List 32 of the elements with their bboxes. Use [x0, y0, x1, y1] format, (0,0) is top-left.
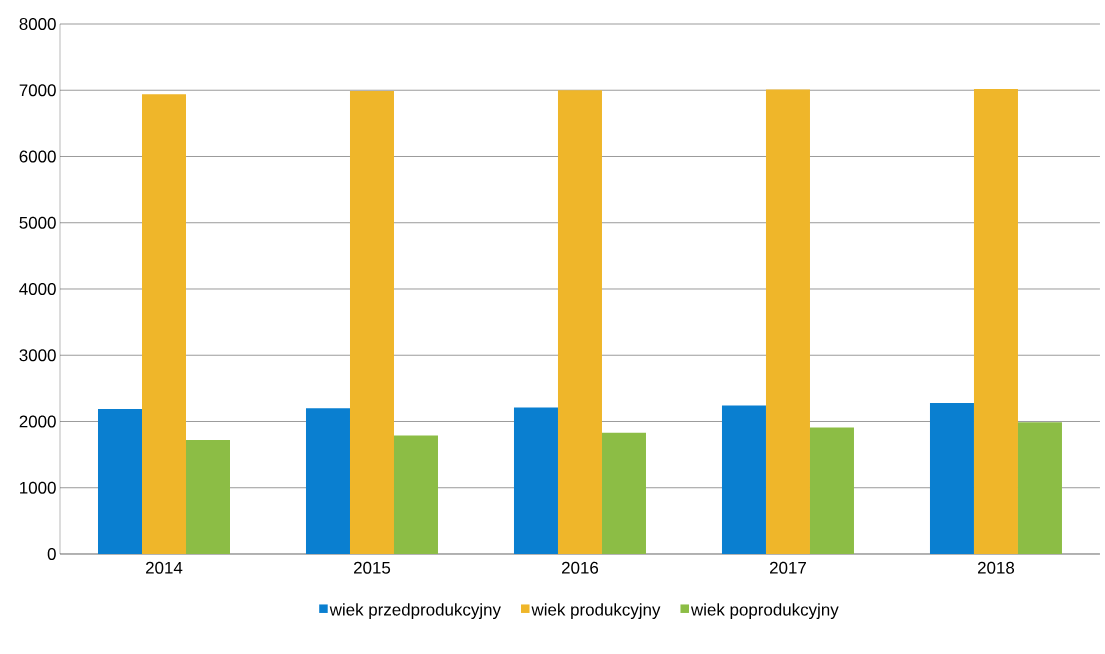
bar — [1017, 422, 1062, 554]
bar — [765, 89, 810, 554]
y-tick-label: 3000 — [19, 349, 56, 362]
y-tick-label: 2000 — [19, 415, 56, 428]
y-tick-label: 7000 — [19, 84, 56, 97]
bar — [557, 90, 602, 554]
legend-label: wiek poprodukcyjny — [690, 603, 839, 620]
bar — [513, 407, 558, 554]
legend-label: wiek przedprodukcyjny — [329, 603, 501, 620]
bar — [721, 405, 766, 554]
bar — [929, 402, 974, 554]
bar — [393, 435, 438, 554]
y-tick-label: 1000 — [20, 481, 56, 494]
y-tick-label: 8000 — [19, 18, 56, 30]
x-tick-label: 2014 — [146, 561, 183, 574]
x-tick-label: 2015 — [354, 561, 391, 574]
bar — [305, 408, 350, 554]
x-tick-label: 2018 — [977, 561, 1015, 574]
bar — [809, 427, 854, 554]
bar — [601, 432, 646, 554]
x-tick-label: 2016 — [562, 561, 599, 574]
y-tick-label: 5000 — [19, 216, 56, 229]
y-tick-label: 0 — [47, 548, 56, 560]
bar — [349, 90, 394, 554]
bar — [142, 94, 186, 554]
legend-label: wiek produkcyjny — [531, 603, 661, 620]
y-tick-label: 4000 — [19, 283, 56, 295]
x-tick-label: 2017 — [770, 561, 806, 574]
y-tick-label: 6000 — [19, 150, 56, 163]
bar — [98, 408, 142, 554]
bar — [973, 88, 1018, 554]
bar — [186, 440, 230, 554]
